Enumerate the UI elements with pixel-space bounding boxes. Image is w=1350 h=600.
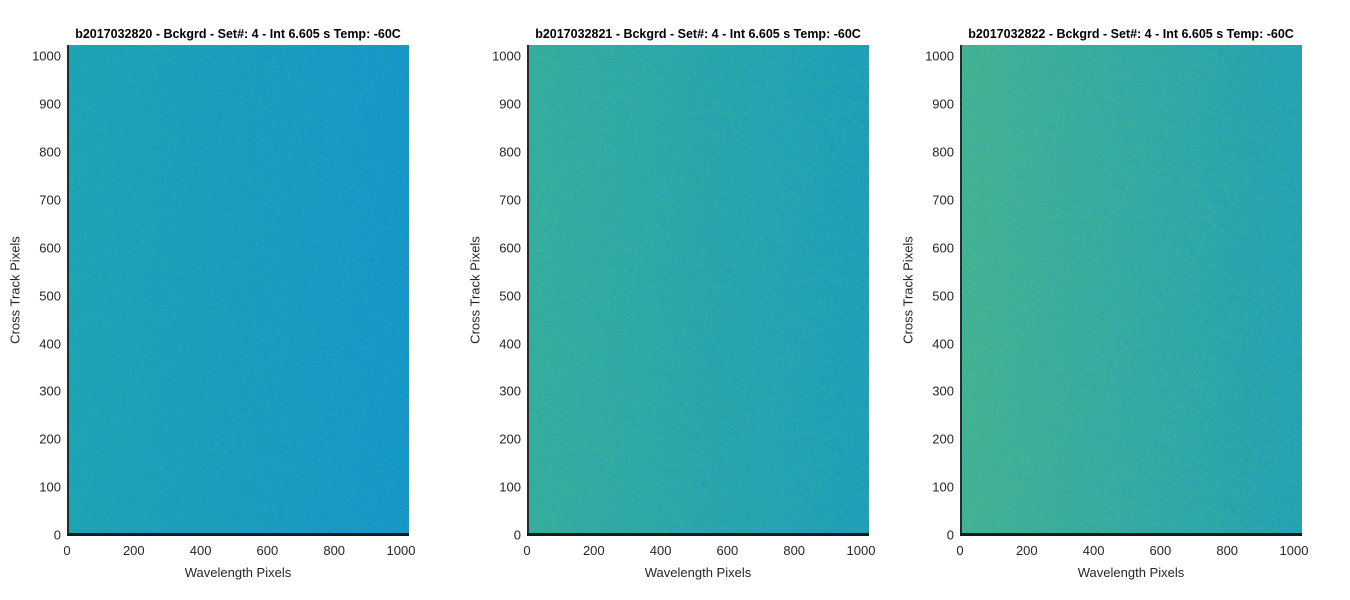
x-tick-label: 1000 xyxy=(846,543,876,558)
x-tick-label: 0 xyxy=(523,543,531,558)
x-axis-line xyxy=(527,533,869,536)
x-tick-label: 800 xyxy=(323,543,346,558)
plot-area xyxy=(527,45,869,536)
y-axis-label: Cross Track Pixels xyxy=(7,236,23,344)
y-tick-label: 500 xyxy=(39,288,61,304)
x-tick-label: 0 xyxy=(956,543,964,558)
y-tick-label: 600 xyxy=(499,240,521,256)
y-axis-line xyxy=(67,45,69,535)
y-tick-label: 700 xyxy=(932,192,954,208)
y-tick-label: 1000 xyxy=(925,48,954,64)
y-axis-line xyxy=(527,45,529,535)
x-tick-label: 200 xyxy=(122,543,145,558)
x-tick-label: 400 xyxy=(649,543,672,558)
y-tick-label: 1000 xyxy=(32,48,61,64)
heatmap-image xyxy=(67,45,409,535)
y-tick-label: 200 xyxy=(932,431,954,447)
x-tick-label: 600 xyxy=(716,543,739,558)
y-axis-line xyxy=(960,45,962,535)
x-axis-label: Wavelength Pixels xyxy=(1077,565,1185,580)
y-tick-label: 200 xyxy=(39,431,61,447)
x-tick-label: 400 xyxy=(189,543,212,558)
heatmap-image xyxy=(527,45,869,535)
y-tick-label: 400 xyxy=(932,336,954,352)
y-tick-label: 300 xyxy=(39,383,61,399)
y-tick-label: 100 xyxy=(499,479,521,495)
y-tick-label: 400 xyxy=(39,336,61,352)
x-tick-label: 600 xyxy=(256,543,279,558)
y-tick-label: 0 xyxy=(53,527,61,543)
y-tick-label: 900 xyxy=(932,96,954,112)
x-tick-label: 400 xyxy=(1082,543,1105,558)
y-tick-label: 200 xyxy=(499,431,521,447)
y-tick-label: 300 xyxy=(932,383,954,399)
x-tick-label: 800 xyxy=(783,543,806,558)
y-tick-label: 900 xyxy=(39,96,61,112)
x-tick-label: 800 xyxy=(1216,543,1239,558)
y-tick-label: 800 xyxy=(39,144,61,160)
heatmap-image xyxy=(960,45,1302,535)
y-tick-label: 900 xyxy=(499,96,521,112)
x-tick-label: 1000 xyxy=(386,543,416,558)
y-tick-label: 600 xyxy=(39,240,61,256)
chart-title: b2017032822 - Bckgrd - Set#: 4 - Int 6.6… xyxy=(968,27,1294,41)
y-axis-label: Cross Track Pixels xyxy=(900,236,916,344)
x-axis-line xyxy=(960,533,1302,536)
y-tick-label: 600 xyxy=(932,240,954,256)
x-tick-label: 200 xyxy=(1015,543,1038,558)
y-tick-label: 0 xyxy=(946,527,954,543)
y-tick-label: 800 xyxy=(932,144,954,160)
chart-title: b2017032820 - Bckgrd - Set#: 4 - Int 6.6… xyxy=(75,27,401,41)
plot-area xyxy=(960,45,1302,536)
y-tick-label: 400 xyxy=(499,336,521,352)
y-tick-label: 300 xyxy=(499,383,521,399)
x-tick-label: 600 xyxy=(1149,543,1172,558)
x-axis-label: Wavelength Pixels xyxy=(644,565,752,580)
x-axis-label: Wavelength Pixels xyxy=(184,565,292,580)
chart-title: b2017032821 - Bckgrd - Set#: 4 - Int 6.6… xyxy=(535,27,861,41)
x-tick-label: 0 xyxy=(63,543,71,558)
x-tick-label: 1000 xyxy=(1279,543,1309,558)
x-tick-label: 200 xyxy=(582,543,605,558)
y-tick-label: 100 xyxy=(932,479,954,495)
plot-area xyxy=(67,45,409,536)
y-tick-label: 700 xyxy=(499,192,521,208)
y-tick-label: 800 xyxy=(499,144,521,160)
y-tick-label: 500 xyxy=(499,288,521,304)
y-tick-label: 100 xyxy=(39,479,61,495)
y-tick-label: 1000 xyxy=(492,48,521,64)
y-axis-label: Cross Track Pixels xyxy=(467,236,483,344)
x-axis-line xyxy=(67,533,409,536)
y-tick-label: 500 xyxy=(932,288,954,304)
y-tick-label: 700 xyxy=(39,192,61,208)
y-tick-label: 0 xyxy=(513,527,521,543)
